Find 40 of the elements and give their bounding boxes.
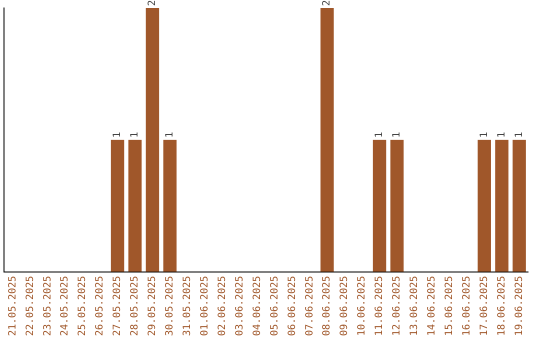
data-label: 1 — [514, 132, 525, 138]
x-tick-label: 22.05.2025 — [24, 276, 36, 336]
x-tick-label: 19.06.2025 — [514, 276, 525, 336]
x-tick-label: 24.05.2025 — [60, 276, 71, 336]
x-tick-label: 05.06.2025 — [269, 276, 280, 336]
x-tick-label: 27.05.2025 — [112, 276, 124, 336]
x-tick-label: 10.06.2025 — [356, 276, 368, 336]
x-tick-label: 31.05.2025 — [182, 276, 193, 336]
x-tick-label: 28.05.2025 — [130, 276, 141, 336]
x-tick-label: 01.06.2025 — [199, 276, 210, 336]
x-tick-label: 06.06.2025 — [286, 276, 298, 336]
x-tick-label: 29.05.2025 — [147, 276, 158, 336]
data-label: 1 — [164, 132, 176, 138]
x-tick-label: 26.05.2025 — [94, 276, 106, 336]
x-tick-label: 23.05.2025 — [42, 276, 54, 336]
x-tick-label: 08.06.2025 — [322, 276, 333, 336]
x-tick-label: 14.06.2025 — [426, 276, 438, 336]
x-tick-label: 04.06.2025 — [252, 276, 263, 336]
x-tick-label: 07.06.2025 — [304, 276, 316, 336]
x-tick-label: 11.06.2025 — [374, 276, 386, 336]
data-label: 2 — [322, 0, 333, 6]
x-tick-label: 13.06.2025 — [409, 276, 420, 336]
x-tick-label: 12.06.2025 — [392, 276, 403, 336]
x-tick-label: 09.06.2025 — [339, 276, 350, 336]
x-tick-label: 25.05.2025 — [77, 276, 88, 336]
data-label: 1 — [112, 132, 124, 138]
x-tick-label: 16.06.2025 — [461, 276, 472, 336]
data-label: 2 — [147, 0, 158, 6]
x-tick-label: 02.06.2025 — [216, 276, 228, 336]
x-tick-label: 30.05.2025 — [164, 276, 176, 336]
data-label: 1 — [496, 132, 508, 138]
x-tick-label: 15.06.2025 — [444, 276, 455, 336]
x-tick-label: 21.05.2025 — [7, 276, 18, 336]
data-label: 1 — [478, 132, 490, 138]
data-label: 1 — [374, 132, 386, 138]
x-tick-label: 17.06.2025 — [478, 276, 490, 336]
data-label: 1 — [392, 132, 403, 138]
x-tick-label: 18.06.2025 — [496, 276, 508, 336]
data-label: 1 — [130, 132, 141, 138]
x-tick-label: 03.06.2025 — [234, 276, 246, 336]
